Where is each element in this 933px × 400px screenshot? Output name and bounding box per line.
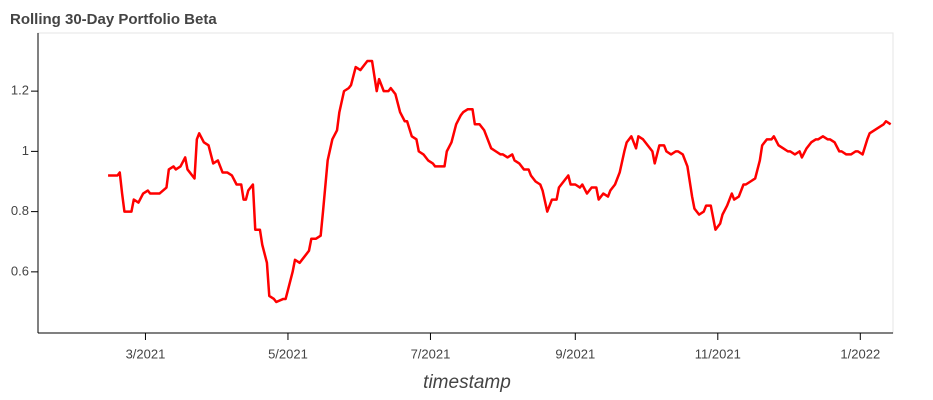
x-tick-label: 5/2021	[268, 346, 308, 361]
chart-title: Rolling 30-Day Portfolio Beta	[10, 11, 217, 28]
x-tick-label: 11/2021	[695, 346, 741, 361]
beta-line	[108, 59, 892, 304]
x-tick-label: 7/2021	[411, 346, 451, 361]
x-tick-label: 1/2022	[840, 346, 880, 361]
y-tick-label: 0.6	[11, 263, 29, 278]
x-tick-label: 3/2021	[126, 346, 166, 361]
y-tick-label: 1	[22, 143, 29, 158]
y-tick-label: 0.8	[11, 203, 29, 218]
y-tick-label: 1.2	[11, 83, 29, 98]
x-axis-label: timestamp	[423, 372, 511, 393]
x-tick-label: 9/2021	[555, 346, 595, 361]
